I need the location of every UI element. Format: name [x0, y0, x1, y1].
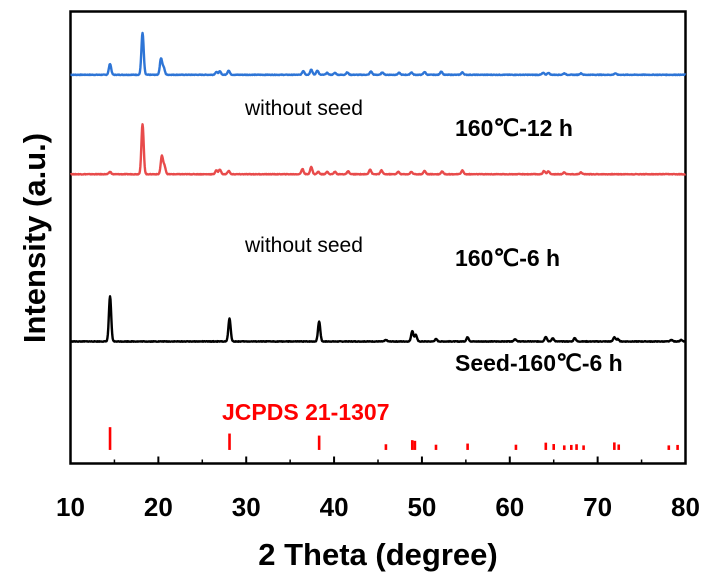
y-axis-title: Intensity (a.u.): [17, 133, 52, 343]
x-tick-label-30: 30: [232, 492, 261, 522]
annotation-without-seed-top: without seed: [244, 97, 363, 120]
series-layer: [69, 31, 687, 343]
x-tick-label-20: 20: [144, 492, 173, 522]
series-label-seed-160c-6h: Seed-160℃-6 h: [455, 350, 623, 376]
x-axis-ticks: 10 20 30 40 50 60 70 80: [56, 456, 700, 522]
x-tick-label-40: 40: [320, 492, 349, 522]
x-tick-label-70: 70: [583, 492, 612, 522]
annotation-without-seed-middle: without seed: [244, 234, 363, 257]
reference-layer: [108, 427, 679, 450]
series-label-160c-6h: 160℃-6 h: [455, 245, 560, 271]
plot-frame: [69, 10, 687, 465]
series-line-0: [69, 31, 687, 77]
series-line-2: [69, 295, 687, 343]
reference-label-jcpds: JCPDS 21-1307: [222, 399, 390, 425]
x-tick-label-60: 60: [495, 492, 524, 522]
series-label-160c-12h: 160℃-12 h: [455, 115, 573, 141]
x-tick-label-50: 50: [407, 492, 436, 522]
x-tick-label-80: 80: [671, 492, 700, 522]
x-axis-title: 2 Theta (degree): [258, 537, 497, 572]
series-line-1: [69, 123, 687, 176]
x-tick-label-10: 10: [56, 492, 85, 522]
